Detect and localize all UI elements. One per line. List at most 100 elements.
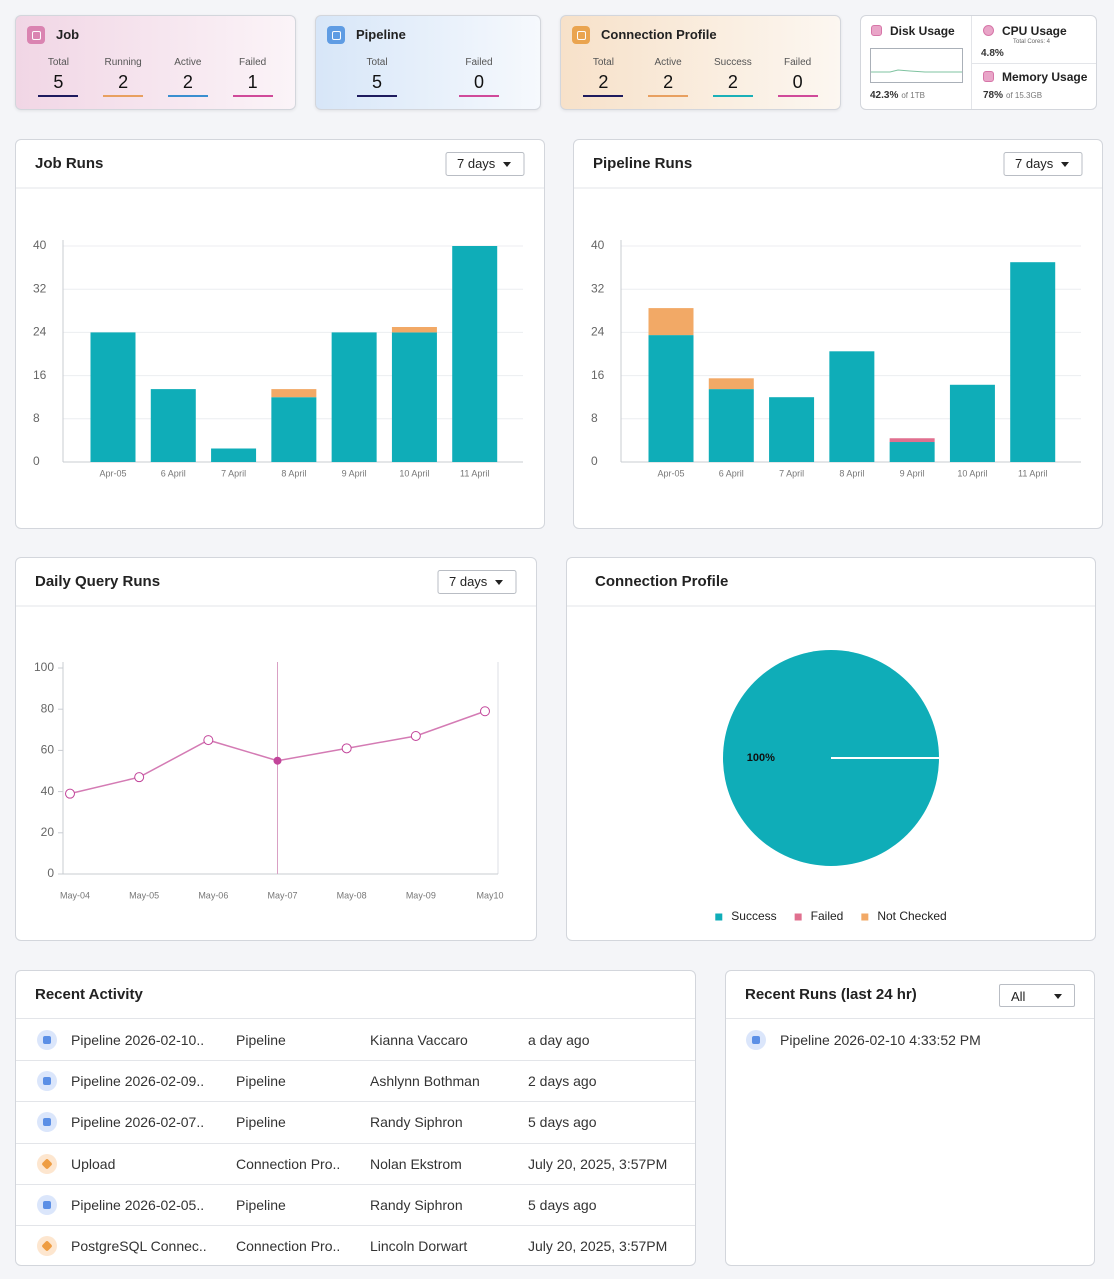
y-tick-label: 20 — [41, 825, 55, 839]
disk-detail: of 1TB — [901, 91, 925, 100]
cell-name: Pipeline 2026-02-09.. — [71, 1073, 205, 1090]
period-dropdown[interactable]: 7 days — [1003, 152, 1083, 176]
x-tick-label: May-06 — [198, 890, 228, 900]
bar-segment — [271, 389, 317, 398]
stat-value: 2 — [663, 72, 674, 92]
legend: Success Failed Not Checked — [715, 909, 947, 923]
y-tick-label: 80 — [41, 701, 55, 715]
stat-label: Total — [592, 57, 614, 68]
period-dropdown[interactable]: 7 days — [445, 152, 525, 176]
chart: Pipeline Runs 7 days 0 8 16 24 32 40 Apr-05 6 Apr… — [574, 152, 1102, 478]
cell-user: Kianna Vaccaro — [370, 1032, 468, 1048]
filter-dropdown[interactable]: All — [999, 984, 1075, 1007]
stat-underline — [459, 95, 499, 97]
x-tick-label: 6 April — [719, 468, 744, 478]
period-dropdown[interactable]: 7 days — [437, 570, 517, 594]
x-tick-label: May-07 — [267, 890, 297, 900]
disk-icon — [871, 25, 882, 36]
disk-value: 42.3% of 1TB — [870, 90, 925, 101]
cell-name: Pipeline 2026-02-10.. — [71, 1032, 205, 1048]
divider — [971, 16, 972, 109]
row-icon — [746, 1030, 766, 1050]
legend-item[interactable]: Failed — [794, 909, 844, 923]
x-tick-label: 11 April — [1018, 468, 1047, 478]
cell-name: PostgreSQL Connec.. — [71, 1238, 207, 1254]
stat-value: 2 — [727, 72, 738, 92]
y-tick-label: 0 — [33, 454, 40, 468]
daily-query-panel: Daily Query Runs 7 days 0 20 40 60 80 100 May-04… — [15, 557, 537, 941]
stat-underline — [583, 95, 624, 97]
row-icon — [37, 1236, 57, 1256]
cell-user: Nolan Ekstrom — [370, 1155, 462, 1172]
card-title: Connection Profile — [601, 27, 717, 42]
y-tick-label: 40 — [41, 784, 55, 798]
stat-label: Total — [47, 57, 69, 68]
x-tick-label: 9 April — [342, 468, 367, 478]
x-tick-label: May-08 — [337, 890, 367, 900]
row-divider — [16, 1101, 695, 1103]
stat-label: Failed — [784, 57, 812, 68]
x-tick-label: 10 April — [957, 468, 987, 478]
y-tick-label: 60 — [41, 743, 55, 757]
row-icon — [37, 1071, 57, 1092]
y-tick-label: 0 — [47, 866, 54, 880]
chart-title: Daily Query Runs — [35, 573, 160, 590]
memory-detail: of 15.3GB — [1006, 91, 1043, 100]
stat-underline — [712, 95, 753, 97]
x-tick-label: 9 April — [900, 468, 925, 478]
dropdown-caret — [495, 580, 503, 585]
cell-time: 5 days ago — [528, 1196, 597, 1213]
card-title: Job — [56, 27, 80, 42]
dropdown-box — [445, 152, 525, 176]
stat-label: Failed — [239, 57, 267, 68]
bar-segment — [949, 384, 995, 462]
stat-underline — [232, 95, 273, 97]
cpu-icon — [983, 25, 994, 36]
chart-title: Pipeline Runs — [593, 155, 692, 172]
stat-label: Failed — [465, 57, 493, 68]
stat-underline — [103, 95, 144, 97]
y-tick-label: 40 — [33, 238, 47, 252]
bar-segment — [331, 332, 377, 462]
x-tick-label: 8 April — [839, 468, 864, 478]
stat-underline — [357, 95, 397, 97]
dropdown-value: 7 days — [1015, 156, 1054, 171]
bar-segment — [889, 438, 935, 443]
bar-segment — [708, 378, 754, 390]
point — [134, 772, 145, 783]
stat-value: 1 — [247, 72, 258, 92]
point — [273, 756, 282, 765]
cell-name: Pipeline 2026-02-07.. — [71, 1114, 205, 1131]
cell-time: 2 days ago — [528, 1073, 597, 1090]
memory-icon — [983, 71, 994, 82]
cell-user: Lincoln Dorwart — [370, 1238, 468, 1254]
cpu-value: 4.8% — [981, 48, 1004, 59]
x-tick-label: May-05 — [129, 890, 159, 900]
bar-segment — [769, 397, 815, 462]
legend-item[interactable]: Success — [715, 909, 777, 923]
x-tick-label: 7 April — [221, 468, 246, 478]
card-icon — [27, 26, 45, 44]
y-tick-label: 0 — [591, 454, 598, 468]
y-tick-label: 16 — [591, 368, 605, 382]
bar-segment — [90, 332, 136, 462]
legend-label: Not Checked — [877, 909, 946, 923]
cell-user: Randy Siphron — [370, 1114, 463, 1131]
cell-type: Pipeline — [236, 1073, 286, 1090]
legend-label: Success — [731, 909, 776, 923]
x-tick-label: 8 April — [281, 468, 306, 478]
dropdown-value: 7 days — [449, 574, 488, 589]
cell-time: a day ago — [528, 1032, 590, 1048]
legend-swatch — [794, 913, 802, 921]
cell-time: July 20, 2025, 3:57PM — [528, 1155, 668, 1172]
legend-item[interactable]: Not Checked — [861, 909, 947, 923]
y-tick-label: 24 — [591, 325, 605, 339]
panel-title: Recent Activity — [35, 986, 143, 1003]
cell-type: Connection Pro.. — [236, 1238, 341, 1254]
y-tick-label: 100 — [34, 660, 54, 674]
x-tick-label: May-04 — [60, 890, 90, 900]
run-name: Pipeline 2026-02-10 4:33:52 PM — [780, 1032, 981, 1048]
bar-segment — [271, 397, 317, 462]
stat-underline — [167, 95, 208, 97]
legend-swatch — [861, 913, 869, 921]
